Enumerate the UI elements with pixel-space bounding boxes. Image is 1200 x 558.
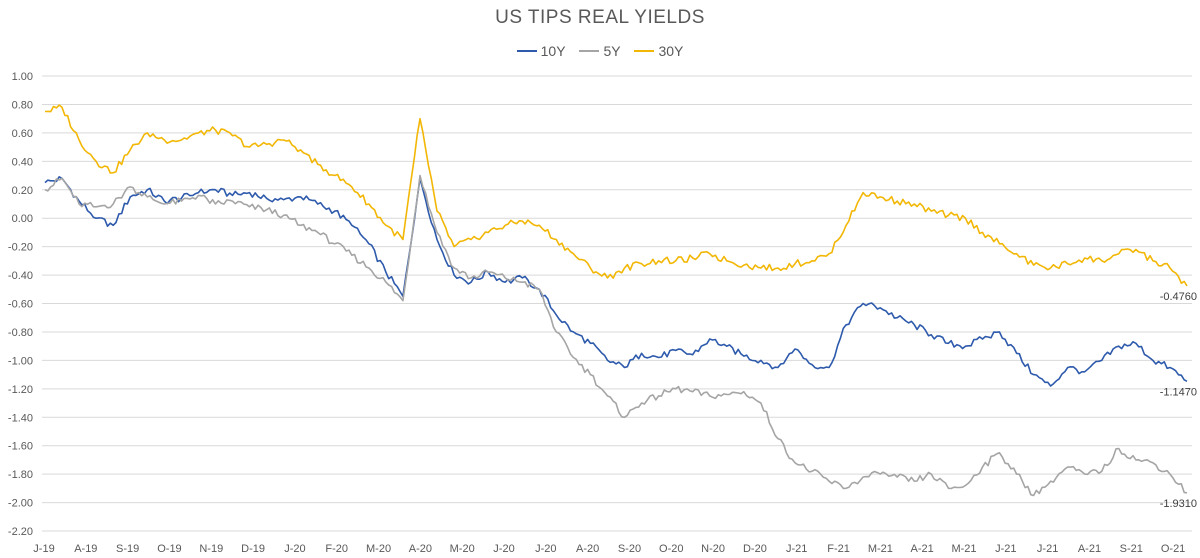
x-tick-label: J-20 bbox=[535, 543, 556, 555]
x-tick-label: F-20 bbox=[325, 543, 348, 555]
x-tick-label: N-20 bbox=[701, 543, 725, 555]
series-line-10y bbox=[44, 176, 1188, 387]
x-tick-label: M-21 bbox=[868, 543, 893, 555]
x-tick-label: A-21 bbox=[911, 543, 934, 555]
legend-item-10y: 10Y bbox=[516, 43, 566, 59]
end-label-10y: -1.1470 bbox=[1160, 386, 1197, 398]
y-tick-label: 0.80 bbox=[12, 99, 33, 111]
legend-label-5y: 5Y bbox=[603, 43, 621, 59]
series-layer bbox=[44, 104, 1188, 497]
x-tick-label: O-20 bbox=[659, 543, 683, 555]
y-tick-label: -1.20 bbox=[8, 384, 33, 396]
x-tick-label: J-20 bbox=[493, 543, 514, 555]
y-tick-label: -1.60 bbox=[8, 441, 33, 453]
x-tick-label: S-21 bbox=[1120, 543, 1143, 555]
grid-layer bbox=[42, 75, 1192, 532]
legend-swatch-10y bbox=[516, 50, 537, 53]
y-tick-label: -2.20 bbox=[8, 526, 33, 538]
x-tick-label: J-21 bbox=[995, 543, 1016, 555]
x-tick-label: A-20 bbox=[576, 543, 599, 555]
x-tick-label: M-20 bbox=[450, 543, 475, 555]
x-tick-label: D-19 bbox=[241, 543, 265, 555]
label-layer: 1.00 0.80 0.60 0.40 0.20 0.00 -0.20 -0.40 -0.60 -… bbox=[8, 71, 1197, 555]
x-tick-label: N-19 bbox=[199, 543, 223, 555]
series-line-30y bbox=[44, 104, 1188, 287]
x-tick-label: F-21 bbox=[827, 543, 850, 555]
y-tick-label: -1.80 bbox=[8, 469, 33, 481]
x-tick-label: O-19 bbox=[157, 543, 181, 555]
legend-item-30y: 30Y bbox=[634, 43, 683, 59]
end-label-30y: -0.4760 bbox=[1160, 291, 1197, 303]
legend-swatch-30y bbox=[634, 50, 655, 53]
x-tick-label: J-20 bbox=[284, 543, 305, 555]
legend-swatch-5y bbox=[579, 50, 600, 53]
y-tick-label: -0.80 bbox=[8, 327, 33, 339]
x-tick-label: A-20 bbox=[409, 543, 432, 555]
chart-title: US TIPS REAL YIELDS bbox=[495, 7, 705, 28]
end-label-5y: -1.9310 bbox=[1160, 498, 1197, 510]
x-tick-label: J-21 bbox=[786, 543, 807, 555]
x-tick-label: J-19 bbox=[33, 543, 54, 555]
x-tick-label: M-20 bbox=[366, 543, 391, 555]
x-tick-label: S-20 bbox=[618, 543, 641, 555]
x-tick-label: D-20 bbox=[743, 543, 767, 555]
series-line-5y bbox=[44, 174, 1188, 497]
y-tick-label: 0.40 bbox=[12, 156, 33, 168]
x-tick-label: J-21 bbox=[1037, 543, 1058, 555]
x-tick-label: A-19 bbox=[74, 543, 97, 555]
y-tick-label: -1.00 bbox=[8, 355, 33, 367]
x-tick-label: O-21 bbox=[1161, 543, 1185, 555]
y-tick-label: 0.00 bbox=[12, 213, 33, 225]
y-tick-label: 0.20 bbox=[12, 185, 33, 197]
y-tick-label: -0.40 bbox=[8, 270, 33, 282]
legend-label-10y: 10Y bbox=[540, 43, 566, 59]
legend-item-5y: 5Y bbox=[579, 43, 621, 59]
y-tick-label: -2.00 bbox=[8, 498, 33, 510]
x-tick-label: M-21 bbox=[951, 543, 976, 555]
y-tick-label: -1.40 bbox=[8, 412, 33, 424]
x-tick-label: S-19 bbox=[116, 543, 139, 555]
chart-legend: 10Y 5Y 30Y bbox=[0, 43, 1200, 59]
y-tick-label: -0.60 bbox=[8, 299, 33, 311]
y-tick-label: 1.00 bbox=[12, 71, 33, 83]
legend-label-30y: 30Y bbox=[658, 43, 684, 59]
y-tick-label: -0.20 bbox=[8, 242, 33, 254]
x-tick-label: A-21 bbox=[1078, 543, 1101, 555]
y-tick-label: 0.60 bbox=[12, 128, 33, 140]
